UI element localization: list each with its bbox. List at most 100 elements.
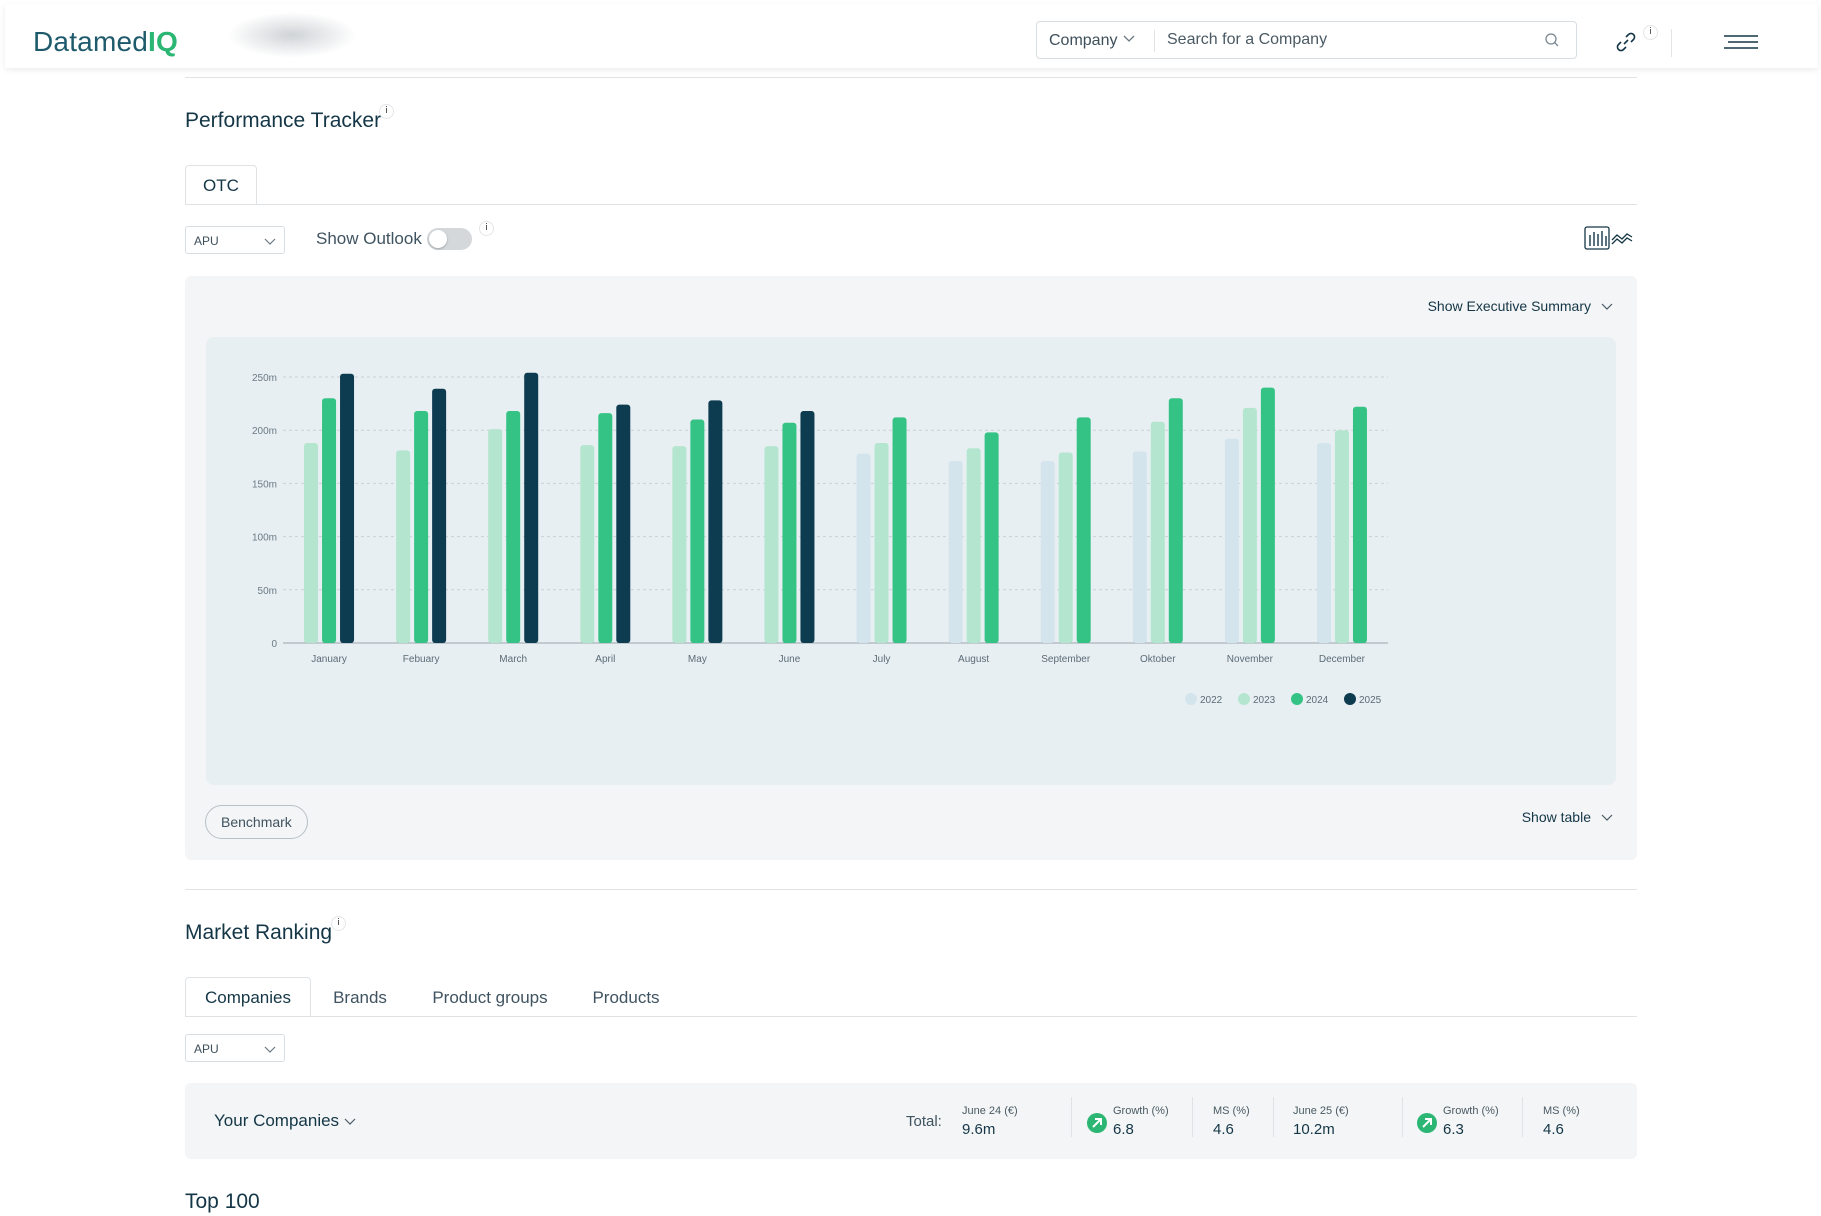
bar-2024 xyxy=(506,411,521,643)
legend-label: 2023 xyxy=(1253,695,1276,706)
your-companies-label: Your Companies xyxy=(214,1111,340,1130)
bar-2025 xyxy=(800,411,815,643)
legend-label: 2022 xyxy=(1200,695,1223,706)
market-ranking-title: Market Ranking xyxy=(185,921,332,945)
logo-accent: IQ xyxy=(148,26,178,57)
bar-2023 xyxy=(672,446,687,643)
chevron-down-icon[interactable] xyxy=(1122,31,1136,45)
section-divider xyxy=(185,77,1637,78)
stat-ms-25: MS (%) 4.6 xyxy=(1543,1105,1580,1138)
section-divider xyxy=(185,889,1637,890)
bar-2024 xyxy=(1260,387,1275,643)
chart-view-switch[interactable] xyxy=(1584,226,1634,250)
ranking-title-text: Market Ranking xyxy=(185,921,333,944)
growth-up-icon xyxy=(1417,1113,1437,1133)
search-type-select[interactable]: Company xyxy=(1049,32,1118,49)
show-executive-summary[interactable]: Show Executive Summary xyxy=(1428,298,1613,314)
stat-ms-24: MS (%) 4.6 xyxy=(1213,1105,1250,1138)
legend-swatch xyxy=(1238,693,1250,705)
y-tick-label: 50m xyxy=(258,586,277,597)
growth-up-icon xyxy=(1087,1113,1107,1133)
your-companies-toggle[interactable]: Your Companies xyxy=(214,1111,357,1131)
ranking-select-value: APU xyxy=(194,1042,219,1056)
stat-june24: June 24 (€) 9.6m xyxy=(962,1105,1018,1138)
legend-swatch xyxy=(1344,693,1356,705)
bar-2025 xyxy=(340,373,355,643)
chevron-down-icon xyxy=(264,1046,276,1053)
bar-2024 xyxy=(414,411,429,643)
info-icon[interactable]: i xyxy=(380,105,393,118)
bar-chart: 0 50m 100m 150m 200m 250m January Febuary March A… xyxy=(206,337,1616,785)
show-outlook-label: Show Outlook xyxy=(316,229,422,248)
show-outlook-toggle[interactable] xyxy=(427,228,472,250)
tab-otc[interactable]: OTC xyxy=(185,165,257,205)
stat-growth-25: Growth (%) 6.3 xyxy=(1443,1105,1499,1138)
chevron-down-icon xyxy=(344,1118,356,1125)
metric-select-value: APU xyxy=(194,234,219,248)
stat-label: MS (%) xyxy=(1213,1105,1250,1117)
x-tick-label: Febuary xyxy=(403,654,440,665)
metric-select[interactable]: APU xyxy=(185,226,285,254)
link-icon[interactable] xyxy=(1614,30,1638,54)
y-tick-label: 0 xyxy=(271,639,277,650)
tab-companies[interactable]: Companies xyxy=(185,977,311,1017)
legend-label: 2025 xyxy=(1359,695,1382,706)
bar-2024 xyxy=(690,419,705,643)
stat-value: 6.3 xyxy=(1443,1121,1464,1138)
tab-brands[interactable]: Brands xyxy=(320,977,400,1017)
x-tick-label: November xyxy=(1227,654,1274,665)
total-label: Total: xyxy=(906,1113,942,1130)
y-tick-label: 150m xyxy=(252,479,277,490)
line-chart-icon[interactable] xyxy=(1611,233,1633,245)
x-tick-label: March xyxy=(499,654,527,665)
top-100-title: Top 100 xyxy=(185,1190,260,1213)
stat-value: 6.8 xyxy=(1113,1121,1134,1138)
info-icon[interactable]: i xyxy=(480,222,493,235)
info-icon[interactable]: i xyxy=(332,917,345,930)
stat-label: Growth (%) xyxy=(1113,1105,1169,1117)
stat-divider xyxy=(1273,1097,1274,1137)
logo-text: Datamed xyxy=(33,26,149,57)
bar-2022 xyxy=(1132,451,1147,643)
bar-2024 xyxy=(598,413,613,643)
stat-label: June 24 (€) xyxy=(962,1105,1018,1117)
bar-2024 xyxy=(1352,406,1367,643)
bar-chart-icon[interactable] xyxy=(1584,226,1610,250)
stat-june25: June 25 (€) 10.2m xyxy=(1293,1105,1349,1138)
bar-2025 xyxy=(524,372,539,643)
bar-2025 xyxy=(616,404,631,643)
bar-2024 xyxy=(1168,398,1183,643)
x-tick-label: June xyxy=(779,654,801,665)
stat-divider xyxy=(1192,1097,1193,1137)
show-table-toggle[interactable]: Show table xyxy=(1522,809,1613,825)
bar-chart-svg: 0 50m 100m 150m 200m 250m January Febuary March A… xyxy=(252,372,1388,706)
legend-swatch xyxy=(1185,693,1197,705)
stat-value: 9.6m xyxy=(962,1121,996,1138)
bar-2025 xyxy=(708,400,723,643)
benchmark-button[interactable]: Benchmark xyxy=(205,805,308,839)
bar-2023 xyxy=(966,448,981,643)
menu-icon[interactable] xyxy=(1724,34,1758,50)
y-tick-label: 200m xyxy=(252,426,277,437)
tab-underline xyxy=(185,1016,1637,1017)
x-tick-label: January xyxy=(311,654,347,665)
x-tick-label: December xyxy=(1319,654,1366,665)
bar-2022 xyxy=(948,461,963,643)
search-icon[interactable] xyxy=(1544,32,1560,48)
tab-products[interactable]: Products xyxy=(578,977,674,1017)
tab-product-groups[interactable]: Product groups xyxy=(420,977,560,1017)
ranking-metric-select[interactable]: APU xyxy=(185,1034,285,1062)
bar-2024 xyxy=(1076,417,1091,643)
x-tick-label: Oktober xyxy=(1140,654,1176,665)
stat-divider xyxy=(1402,1097,1403,1137)
info-icon[interactable]: i xyxy=(1644,26,1657,39)
legend-swatch xyxy=(1291,693,1303,705)
bar-2023 xyxy=(1242,407,1257,643)
y-tick-label: 250m xyxy=(252,373,277,384)
datamediq-logo[interactable]: DatamedIQ xyxy=(33,26,178,58)
search-divider xyxy=(1154,30,1155,52)
search-input[interactable] xyxy=(1167,26,1527,54)
tab-underline xyxy=(185,204,1637,205)
performance-title-text: Performance Tracker xyxy=(185,109,382,132)
bar-2023 xyxy=(874,442,889,643)
